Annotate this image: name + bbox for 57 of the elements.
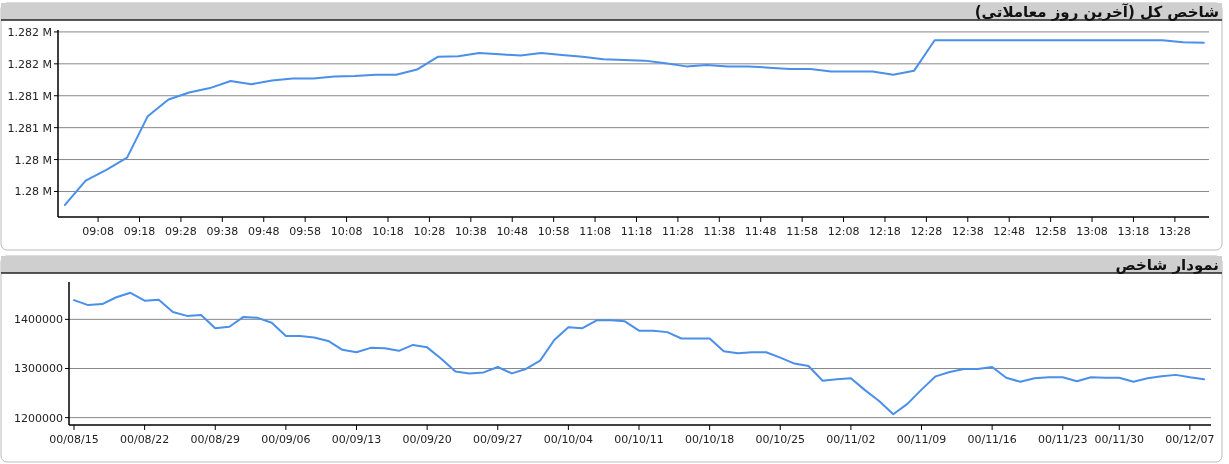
x-tick-label: 00/09/06 [261,433,311,446]
x-tick-label: 11:28 [662,225,694,238]
y-tick-label: 1.281 M [7,121,52,135]
x-tick-label: 10:58 [537,225,570,238]
x-tick-label: 12:08 [827,225,860,238]
x-tick-label: 10:18 [372,225,404,238]
x-tick-label: 13:18 [1117,225,1150,238]
x-tick-label: 09:18 [123,225,156,238]
x-tick-label: 00/10/04 [543,433,594,446]
y-tick-label: 1.28 M [14,185,52,199]
x-tick-label: 00/11/30 [1094,433,1144,446]
y-tick-label: 1300000 [14,362,63,376]
x-tick-label: 09:08 [82,225,114,238]
x-tick-label: 12:48 [993,225,1026,238]
x-tick-label: 12:58 [1034,225,1067,238]
y-tick-label: 1.281 M [7,89,52,103]
x-tick-label: 09:48 [247,225,280,238]
x-tick-label: 00/11/02 [826,433,876,446]
x-tick-label: 12:18 [869,225,901,238]
x-tick-label: 00/09/13 [331,433,382,446]
x-tick-label: 11:38 [703,225,736,238]
x-tick-label: 00/09/20 [402,433,452,446]
x-tick-label: 00/11/16 [967,433,1017,446]
x-tick-label: 10:48 [496,225,529,238]
x-tick-label: 00/10/11 [614,433,664,446]
chart-title: نمودار شاخص [1115,256,1219,274]
x-tick-label: 09:58 [289,225,322,238]
chart-title: شاخص کل (آخرین روز معاملاتی) [974,3,1219,21]
x-tick-label: 00/08/29 [190,433,240,446]
x-tick-label: 00/08/22 [119,433,170,446]
y-tick-label: 1.28 M [14,153,52,167]
x-tick-label: 13:28 [1159,225,1191,238]
x-tick-label: 13:08 [1076,225,1108,238]
x-tick-label: 00/09/27 [473,433,523,446]
x-tick-label: 11:58 [786,225,818,238]
x-tick-label: 00/11/23 [1038,433,1088,446]
x-tick-label: 00/11/09 [896,433,947,446]
x-tick-label: 11:08 [579,225,611,238]
x-tick-label: 09:28 [165,225,197,238]
y-tick-label: 1.282 M [7,57,52,71]
x-tick-label: 12:38 [951,225,984,238]
x-tick-label: 11:48 [744,225,777,238]
x-tick-label: 00/12/07 [1165,433,1215,446]
line-series [73,291,1205,416]
x-tick-label: 00/10/18 [684,433,735,446]
x-tick-label: 11:18 [620,225,653,238]
x-tick-label: 10:28 [413,225,446,238]
x-tick-label: 10:08 [330,225,363,238]
line-series [63,39,1205,206]
x-tick-label: 10:38 [454,225,487,238]
y-tick-label: 1200000 [14,411,63,425]
x-tick-label: 09:38 [206,225,239,238]
x-tick-label: 00/10/25 [755,433,805,446]
x-tick-label: 00/08/15 [49,433,99,446]
y-tick-label: 1.282 M [7,25,52,39]
y-tick-label: 1400000 [14,313,63,327]
x-tick-label: 12:28 [910,225,943,238]
